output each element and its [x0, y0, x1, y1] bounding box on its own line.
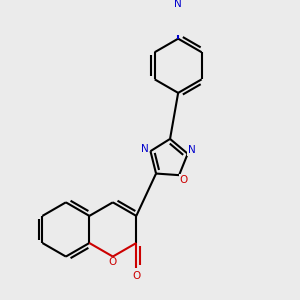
Text: N: N — [188, 145, 195, 155]
Text: O: O — [109, 257, 117, 267]
Text: O: O — [180, 175, 188, 185]
Text: O: O — [132, 272, 140, 281]
Text: N: N — [141, 144, 149, 154]
Text: N: N — [174, 0, 182, 9]
